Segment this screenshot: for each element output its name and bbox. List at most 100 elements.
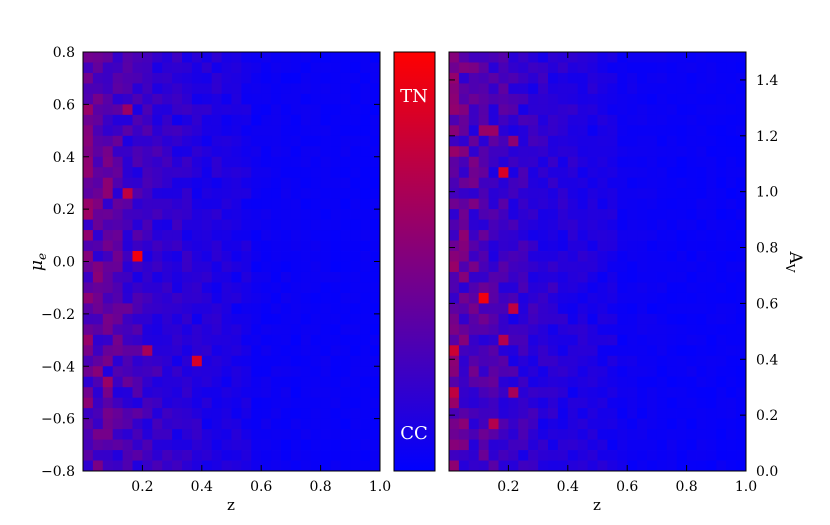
heatmap-cell [518,93,529,105]
heatmap-cell [221,104,232,116]
heatmap-cell [142,355,153,367]
heatmap-cell [577,460,588,472]
heatmap-cell [360,387,371,399]
heatmap-cell [557,271,569,283]
heatmap-cell [696,198,707,210]
heatmap-cell [340,387,351,399]
heatmap-cell [370,387,381,399]
heatmap-cell [548,261,559,273]
heatmap-cell [102,282,114,294]
heatmap-cell [548,93,559,105]
heatmap-cell [508,125,519,137]
heatmap-cell [231,230,242,241]
heatmap-cell [241,156,252,168]
heatmap-cell [716,52,727,63]
heatmap-cell [201,135,213,147]
heatmap-cell [112,324,123,336]
heatmap-cell [92,261,104,273]
heatmap-cell [83,135,94,147]
heatmap-cell [528,251,539,262]
heatmap-cell [201,83,213,95]
heatmap-cell [736,366,747,378]
heatmap-cell [231,450,242,461]
heatmap-cell [112,125,123,137]
heatmap-cell [736,408,747,420]
heatmap-cell [300,114,312,126]
heatmap-cell [577,366,588,378]
heatmap-cell [488,72,499,84]
heatmap-cell [152,146,163,158]
heatmap-cell [271,376,282,388]
heatmap-cell [251,303,262,315]
heatmap-cell [676,240,687,252]
heatmap-cell [83,62,94,74]
heatmap-cell [548,177,559,189]
heatmap-cell [597,156,608,168]
heatmap-cell [557,261,569,273]
heatmap-cell [607,114,618,126]
heatmap-cell [706,282,717,294]
heatmap-cell [132,418,143,430]
heatmap-cell [597,439,608,451]
heatmap-cell [538,125,549,137]
heatmap-cell [281,324,292,336]
heatmap-cell [726,324,737,336]
heatmap-cell [686,188,697,200]
heatmap-cell [251,167,262,179]
heatmap-cell [162,251,173,262]
heatmap-cell [488,429,499,440]
heatmap-cell [548,209,559,221]
heatmap-cell [528,355,539,367]
heatmap-cell [528,125,539,137]
heatmap-cell [261,460,272,472]
heatmap-cell [686,209,697,221]
heatmap-cell [528,303,539,315]
heatmap-cell [488,219,499,231]
heatmap-cell [320,167,331,179]
heatmap-cell [102,93,114,105]
heatmap-cell [468,72,480,84]
heatmap-cell [488,345,499,357]
heatmap-cell [508,345,519,357]
heatmap-cell [607,240,618,252]
heatmap-cell [162,313,173,325]
heatmap-cell [716,240,727,252]
heatmap-cell [102,135,114,147]
heatmap-cell [281,104,292,116]
heatmap-cell [577,219,588,231]
heatmap-cell [261,376,272,388]
heatmap-cell [290,240,302,252]
heatmap-cell [310,303,321,315]
heatmap-cell [112,93,123,105]
heatmap-cell [696,439,707,451]
heatmap-cell [261,125,272,137]
heatmap-cell [132,114,143,126]
heatmap-cell [201,104,213,116]
heatmap-cell [508,72,519,84]
heatmap-cell [577,62,588,74]
heatmap-cell [498,114,509,126]
heatmap-cell [587,83,598,95]
heatmap-cell [696,303,707,315]
heatmap-cell [567,418,579,430]
heatmap-cell [736,156,747,168]
heatmap-cell [330,72,341,84]
heatmap-cell [676,355,687,367]
heatmap-cell [607,251,618,262]
heatmap-cell [528,418,539,430]
heatmap-cell [102,188,114,200]
heatmap-cell [567,271,579,283]
heatmap-cell [468,324,480,336]
heatmap-cell [637,439,648,451]
heatmap-cell [102,345,114,357]
heatmap-cell [458,83,470,95]
heatmap-cell [666,125,678,137]
heatmap-cell [449,387,460,399]
heatmap-cell [557,292,569,304]
heatmap-cell [102,303,114,315]
heatmap-cell [617,313,628,325]
heatmap-cell [370,261,381,273]
heatmap-cell [637,324,648,336]
heatmap-cell [102,52,114,63]
heatmap-cell [370,292,381,304]
